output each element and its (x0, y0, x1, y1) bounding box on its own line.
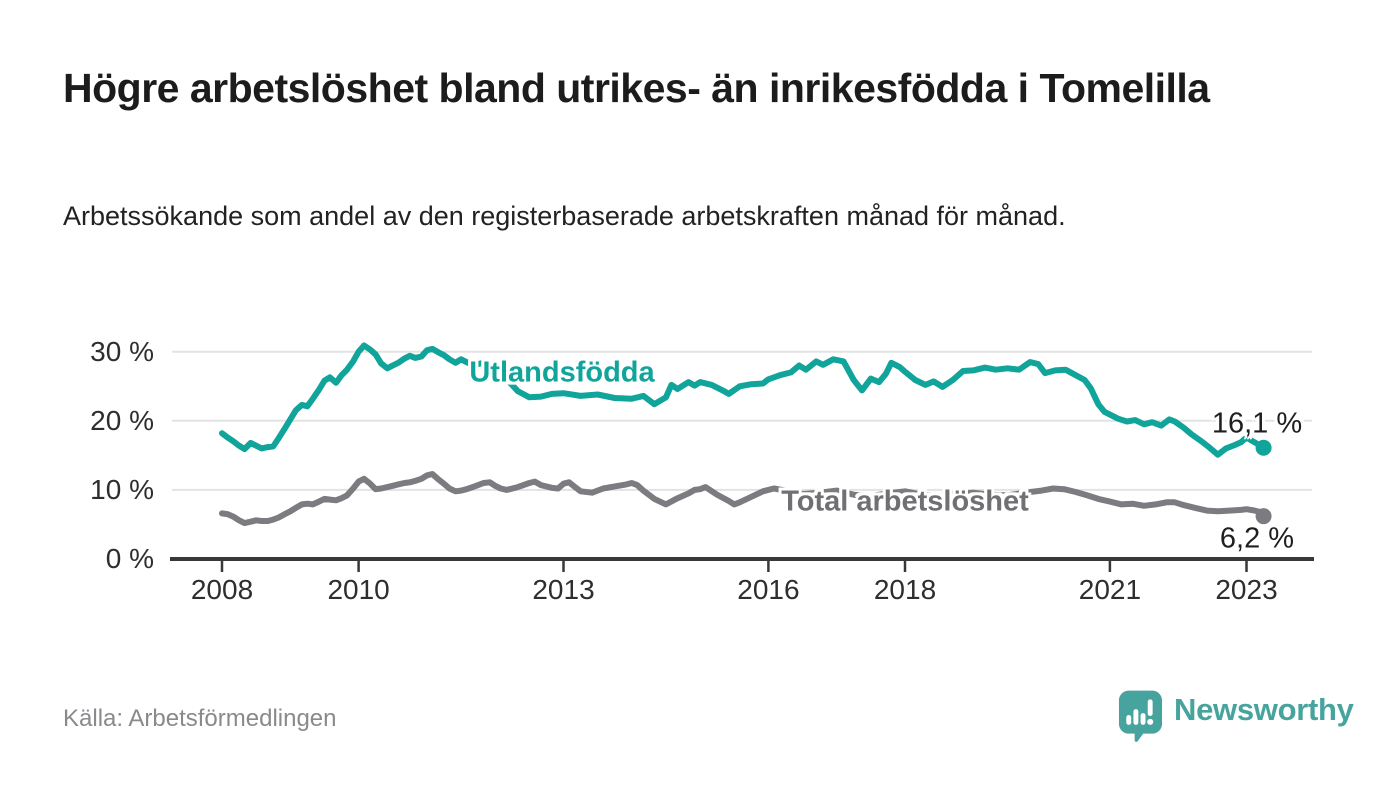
series-label-total-arbetsloshet: Total arbetslöshet (781, 485, 1029, 518)
y-axis-tick-label: 0 % (105, 543, 154, 574)
series-label-utlandsfodda: Utlandsfödda (469, 356, 655, 389)
end-value-label-total: 6,2 % (1219, 522, 1295, 555)
chart-title: Högre arbetslöshet bland utrikes- än inr… (63, 65, 1210, 111)
y-axis-tick-label: 20 % (90, 404, 154, 436)
x-axis-tick-label: 2008 (190, 574, 254, 605)
y-axis-tick-label: 10 % (90, 473, 154, 505)
series-line-utlandsfodda (219, 342, 1267, 458)
end-value-label-utlandsfodda: 16,1 % (1211, 407, 1303, 440)
y-axis-tick-label: 30 % (90, 335, 154, 367)
series-end-dot (1255, 439, 1272, 456)
newsworthy-brand-name: Newsworthy (1174, 692, 1354, 727)
newsworthy-brand: Newsworthy (1117, 688, 1354, 748)
source-attribution: Källa: Arbetsförmedlingen (63, 705, 337, 732)
x-axis-tick-label: 2023 (1215, 574, 1278, 605)
x-axis-tick-label: 2018 (873, 574, 937, 605)
x-axis-tick-label: 2021 (1078, 574, 1142, 605)
x-axis-tick-label: 2016 (737, 574, 800, 605)
chart-subtitle: Arbetssökande som andel av den registerb… (63, 201, 1066, 231)
newsworthy-logo-icon (1118, 690, 1163, 742)
series-line-total (219, 471, 1267, 527)
x-axis-tick-label: 2013 (532, 574, 595, 605)
series-end-dot (1255, 508, 1272, 525)
x-axis-tick-label: 2010 (327, 574, 390, 605)
